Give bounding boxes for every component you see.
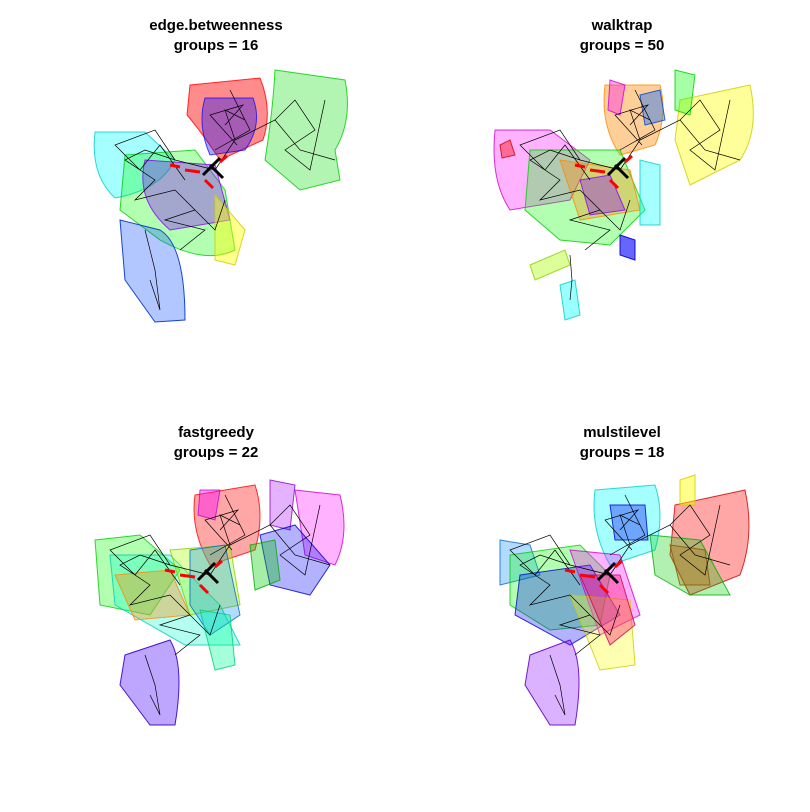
community-hulls — [499, 474, 750, 726]
network-plot — [93, 69, 348, 323]
central-node-cluster — [606, 156, 630, 180]
panel-edge-betweenness: edge.betweenness groups = 16 — [93, 17, 348, 323]
network-edges — [519, 89, 741, 301]
central-node-cluster — [196, 561, 220, 585]
highlighted-edges — [564, 559, 623, 595]
panel-title-method: mulstilevel — [583, 424, 661, 441]
panel-title-groups: groups = 16 — [174, 37, 259, 54]
panel-title-groups: groups = 18 — [580, 444, 665, 461]
highlighted-edges — [169, 154, 228, 190]
highlighted-edges — [164, 559, 223, 595]
panel-title-groups: groups = 22 — [174, 444, 259, 461]
network-plot — [94, 479, 345, 726]
community-hulls — [493, 69, 754, 321]
network-edges — [509, 494, 731, 716]
panel-walktrap: walktrap groups = 50 — [493, 17, 754, 321]
highlighted-edges — [574, 154, 633, 190]
panel-title-method: walktrap — [591, 17, 653, 34]
network-edges — [114, 89, 336, 311]
panel-title-method: fastgreedy — [178, 424, 255, 441]
panel-fastgreedy: fastgreedy groups = 22 — [94, 424, 345, 726]
network-edges — [109, 494, 331, 716]
panel-title-method: edge.betweenness — [149, 17, 282, 34]
central-node-cluster — [201, 156, 225, 180]
panel-title-groups: groups = 50 — [580, 37, 665, 54]
panel-mulstilevel: mulstilevel groups = 18 — [499, 424, 750, 726]
community-hulls — [93, 69, 348, 323]
network-plot — [499, 474, 750, 726]
network-plot — [493, 69, 754, 321]
central-node-cluster — [596, 561, 620, 585]
